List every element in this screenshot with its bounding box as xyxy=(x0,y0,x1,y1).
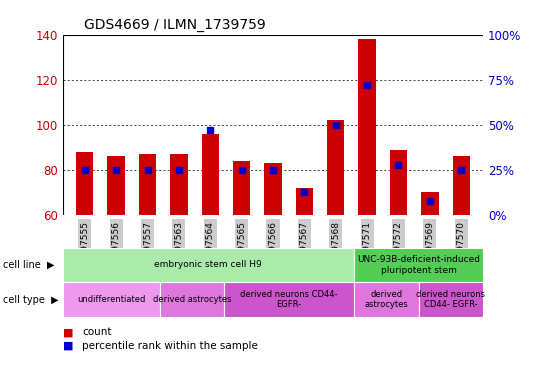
Bar xyxy=(224,282,354,317)
Text: cell line  ▶: cell line ▶ xyxy=(3,260,54,270)
Bar xyxy=(296,188,313,215)
Bar xyxy=(201,134,219,215)
Bar xyxy=(170,154,187,215)
Text: UNC-93B-deficient-induced
pluripotent stem: UNC-93B-deficient-induced pluripotent st… xyxy=(357,255,480,275)
Bar xyxy=(327,120,345,215)
Text: embryonic stem cell H9: embryonic stem cell H9 xyxy=(155,260,262,270)
Text: undifferentiated: undifferentiated xyxy=(77,295,145,304)
Text: derived neurons
CD44- EGFR-: derived neurons CD44- EGFR- xyxy=(417,290,485,309)
Text: ■: ■ xyxy=(63,327,73,337)
Bar xyxy=(390,150,407,215)
Text: percentile rank within the sample: percentile rank within the sample xyxy=(82,341,258,351)
Bar xyxy=(63,248,354,282)
Text: ■: ■ xyxy=(63,341,73,351)
Bar xyxy=(160,282,224,317)
Text: count: count xyxy=(82,327,111,337)
Bar xyxy=(76,152,93,215)
Bar xyxy=(354,248,483,282)
Bar xyxy=(63,282,160,317)
Bar xyxy=(233,161,250,215)
Text: cell type  ▶: cell type ▶ xyxy=(3,295,58,305)
Text: derived neurons CD44-
EGFR-: derived neurons CD44- EGFR- xyxy=(240,290,338,309)
Text: GDS4669 / ILMN_1739759: GDS4669 / ILMN_1739759 xyxy=(84,18,265,32)
Bar xyxy=(108,156,124,215)
Bar xyxy=(453,156,470,215)
Bar xyxy=(422,192,438,215)
Bar xyxy=(354,282,419,317)
Bar xyxy=(359,39,376,215)
Bar xyxy=(419,282,483,317)
Text: derived
astrocytes: derived astrocytes xyxy=(364,290,408,309)
Text: derived astrocytes: derived astrocytes xyxy=(153,295,232,304)
Bar xyxy=(264,163,282,215)
Bar xyxy=(139,154,156,215)
